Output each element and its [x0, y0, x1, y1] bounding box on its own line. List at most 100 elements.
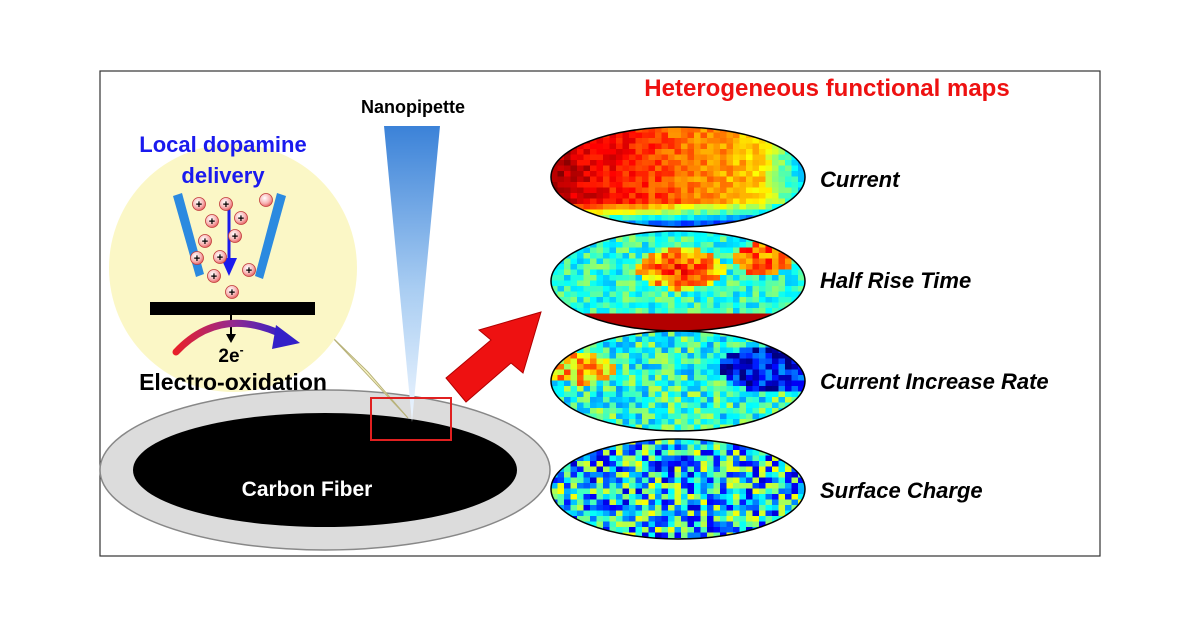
map-cell [694, 182, 701, 188]
map-cell [759, 176, 766, 183]
dopamine-ion [259, 193, 273, 207]
map-cell [590, 375, 597, 381]
map-cell [772, 380, 779, 387]
map-cell [616, 138, 623, 144]
map-cell [785, 477, 792, 484]
map-cell [583, 402, 591, 409]
map-cell [700, 258, 708, 265]
map-cell [694, 132, 701, 139]
map-cell [713, 488, 721, 495]
map-cell [655, 444, 662, 451]
map-cell [752, 397, 760, 403]
map-cell [629, 472, 636, 478]
map-cell [603, 264, 610, 270]
map-cell [603, 516, 610, 522]
map-cell [642, 455, 649, 462]
map-cell [590, 483, 597, 489]
map-cell [765, 499, 773, 506]
map-cell [746, 364, 753, 370]
map-cell [648, 291, 656, 298]
map-cell [635, 319, 643, 325]
map-cell [596, 510, 604, 517]
map-cell [720, 364, 727, 370]
map-cell [674, 247, 682, 254]
map-cell [707, 280, 714, 287]
map-cell [765, 494, 773, 500]
map-cell [596, 242, 604, 248]
map-cell [616, 386, 623, 392]
map-cell [557, 391, 565, 398]
map-cell [616, 483, 623, 489]
map-cell [674, 424, 682, 431]
zoom-region-box [370, 397, 452, 441]
map-cell [726, 413, 734, 420]
map-cell [759, 187, 766, 194]
map-cell [759, 182, 766, 188]
map-cell [590, 204, 597, 210]
map-cell [785, 269, 792, 276]
map-cell [629, 258, 636, 265]
map-cell [785, 380, 792, 387]
map-cell [635, 324, 643, 331]
map-cell [648, 375, 656, 381]
map-cell [772, 364, 779, 370]
map-cell [668, 424, 675, 431]
map-cell [674, 455, 682, 462]
map-cell [778, 466, 786, 473]
map-cell [713, 386, 721, 392]
map-cell [609, 176, 617, 183]
map-cell [655, 402, 662, 409]
map-cell [655, 347, 662, 354]
map-cell [674, 347, 682, 354]
map-cell [752, 193, 760, 199]
map-cell [720, 291, 727, 298]
map-cell [557, 369, 565, 376]
map-cell [765, 505, 773, 511]
map-cell [668, 380, 675, 387]
map-cell [616, 342, 623, 348]
electron-charge: - [240, 343, 244, 357]
map-cell [590, 386, 597, 392]
map-cell [655, 187, 662, 194]
map-cell [596, 386, 604, 392]
map-cell [635, 477, 643, 484]
map-cell [687, 369, 695, 376]
map-cell [583, 247, 591, 254]
map-cell [609, 187, 617, 194]
map-cell [791, 364, 799, 370]
map-cell [700, 419, 708, 425]
map-cell [648, 505, 656, 511]
map-cell [772, 182, 779, 188]
map-cell [707, 375, 714, 381]
map-cell [642, 342, 649, 348]
map-cell [759, 375, 766, 381]
map-cell [739, 171, 747, 177]
map-cell [590, 397, 597, 403]
map-cell [674, 488, 682, 495]
map-cell [772, 408, 779, 414]
map-cell [616, 450, 623, 456]
map-cell [642, 275, 649, 281]
dopamine-ion [228, 229, 242, 243]
map-cell [622, 193, 630, 199]
map-cell [687, 494, 695, 500]
map-cell [726, 236, 734, 243]
map-cell [765, 380, 773, 387]
map-cell [681, 215, 688, 221]
map-cell [655, 527, 662, 533]
map-cell [622, 171, 630, 177]
map-cell [629, 466, 636, 473]
map-cell [635, 280, 643, 287]
map-cell [616, 209, 623, 216]
map-cell [681, 488, 688, 495]
map-cell [583, 176, 591, 183]
map-cell [570, 358, 578, 365]
map-cell [687, 424, 695, 431]
map-cell [590, 510, 597, 517]
map-cell [668, 236, 675, 243]
map-cell [681, 380, 688, 387]
map-cell [720, 408, 727, 414]
map-cell [707, 209, 714, 216]
map-cell [603, 258, 610, 265]
map-cell [713, 358, 721, 365]
